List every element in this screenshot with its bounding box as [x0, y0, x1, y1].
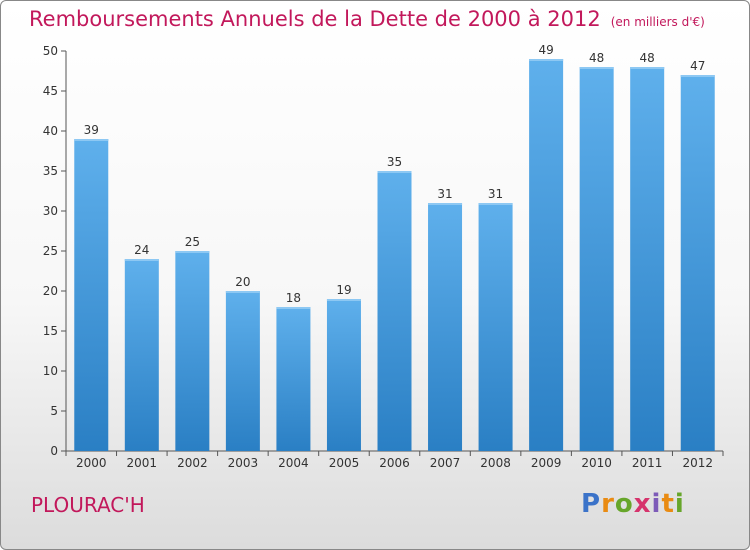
logo-letter: P — [581, 489, 602, 519]
x-tick-label-2005: 2005 — [329, 456, 360, 470]
data-label-2006: 35 — [387, 155, 402, 169]
chart-title-text: Remboursements Annuels de la Dette de 20… — [29, 7, 601, 31]
y-tick-label: 35 — [43, 164, 58, 178]
data-label-2000: 39 — [84, 123, 99, 137]
bar-2003 — [225, 291, 260, 451]
x-tick-label-2009: 2009 — [531, 456, 562, 470]
x-tick-label-2006: 2006 — [379, 456, 410, 470]
y-tick-label: 5 — [50, 404, 58, 418]
bars-group — [74, 59, 715, 451]
data-label-2009: 49 — [538, 43, 553, 57]
bar-top-highlight — [630, 67, 665, 69]
bar-2012 — [680, 75, 715, 451]
logo-letter: t — [661, 489, 675, 519]
data-label-2001: 24 — [134, 243, 149, 257]
x-tick-label-2002: 2002 — [177, 456, 208, 470]
bar-top-highlight — [175, 251, 210, 253]
data-label-2008: 31 — [488, 187, 503, 201]
logo-letter: i — [651, 489, 662, 519]
bar-2005 — [326, 299, 361, 451]
data-label-2012: 47 — [690, 59, 705, 73]
proxiti-logo: Proxiti — [581, 489, 685, 519]
bar-top-highlight — [276, 307, 311, 309]
bar-2006 — [377, 171, 412, 451]
logo-letter: r — [601, 489, 615, 519]
data-label-2004: 18 — [286, 291, 301, 305]
x-tick-label-2001: 2001 — [127, 456, 158, 470]
chart-title: Remboursements Annuels de la Dette de 20… — [29, 7, 705, 31]
bar-2008 — [478, 203, 513, 451]
data-label-2002: 25 — [185, 235, 200, 249]
bar-2004 — [276, 307, 311, 451]
y-tick-label: 10 — [43, 364, 58, 378]
logo-letter: x — [633, 489, 652, 519]
bar-2000 — [74, 139, 109, 451]
data-label-2011: 48 — [640, 51, 655, 65]
x-tick-label-2004: 2004 — [278, 456, 309, 470]
y-tick-label: 25 — [43, 244, 58, 258]
commune-name: PLOURAC'H — [31, 493, 145, 517]
bar-top-highlight — [225, 291, 260, 293]
bar-top-highlight — [124, 259, 159, 261]
y-tick-label: 40 — [43, 124, 58, 138]
x-tick-label-2008: 2008 — [480, 456, 511, 470]
data-label-2007: 31 — [437, 187, 452, 201]
logo-letter: o — [614, 489, 634, 519]
x-tick-label-2010: 2010 — [581, 456, 612, 470]
logo-letter: i — [674, 489, 685, 519]
bar-top-highlight — [579, 67, 614, 69]
bar-top-highlight — [529, 59, 564, 61]
bar-2007 — [428, 203, 463, 451]
x-tick-label-2007: 2007 — [430, 456, 461, 470]
bar-top-highlight — [74, 139, 109, 141]
x-tick-label-2000: 2000 — [76, 456, 107, 470]
bar-2001 — [124, 259, 159, 451]
bar-top-highlight — [377, 171, 412, 173]
bar-top-highlight — [326, 299, 361, 301]
data-label-2010: 48 — [589, 51, 604, 65]
y-tick-label: 0 — [50, 444, 58, 458]
bar-2011 — [630, 67, 665, 451]
x-tick-label-2011: 2011 — [632, 456, 663, 470]
bar-top-highlight — [680, 75, 715, 77]
y-tick-label: 50 — [43, 44, 58, 58]
axes: 0 5 10 15 20 25 30 35 40 45 50 2000 2001 2002 2003 2004… — [43, 44, 724, 470]
bar-top-highlight — [428, 203, 463, 205]
y-tick-label: 20 — [43, 284, 58, 298]
y-tick-label: 15 — [43, 324, 58, 338]
y-tick-label: 30 — [43, 204, 58, 218]
x-tick-label-2012: 2012 — [682, 456, 713, 470]
bar-2010 — [579, 67, 614, 451]
x-tick-label-2003: 2003 — [228, 456, 259, 470]
chart-subtitle: (en milliers d'€) — [610, 15, 705, 29]
bar-top-highlight — [478, 203, 513, 205]
data-label-2003: 20 — [235, 275, 250, 289]
bar-2002 — [175, 251, 210, 451]
data-labels-group: 39 24 25 20 18 19 35 31 31 49 48 48 47 — [84, 43, 706, 305]
y-tick-label: 45 — [43, 84, 58, 98]
bar-2009 — [529, 59, 564, 451]
data-label-2005: 19 — [336, 283, 351, 297]
